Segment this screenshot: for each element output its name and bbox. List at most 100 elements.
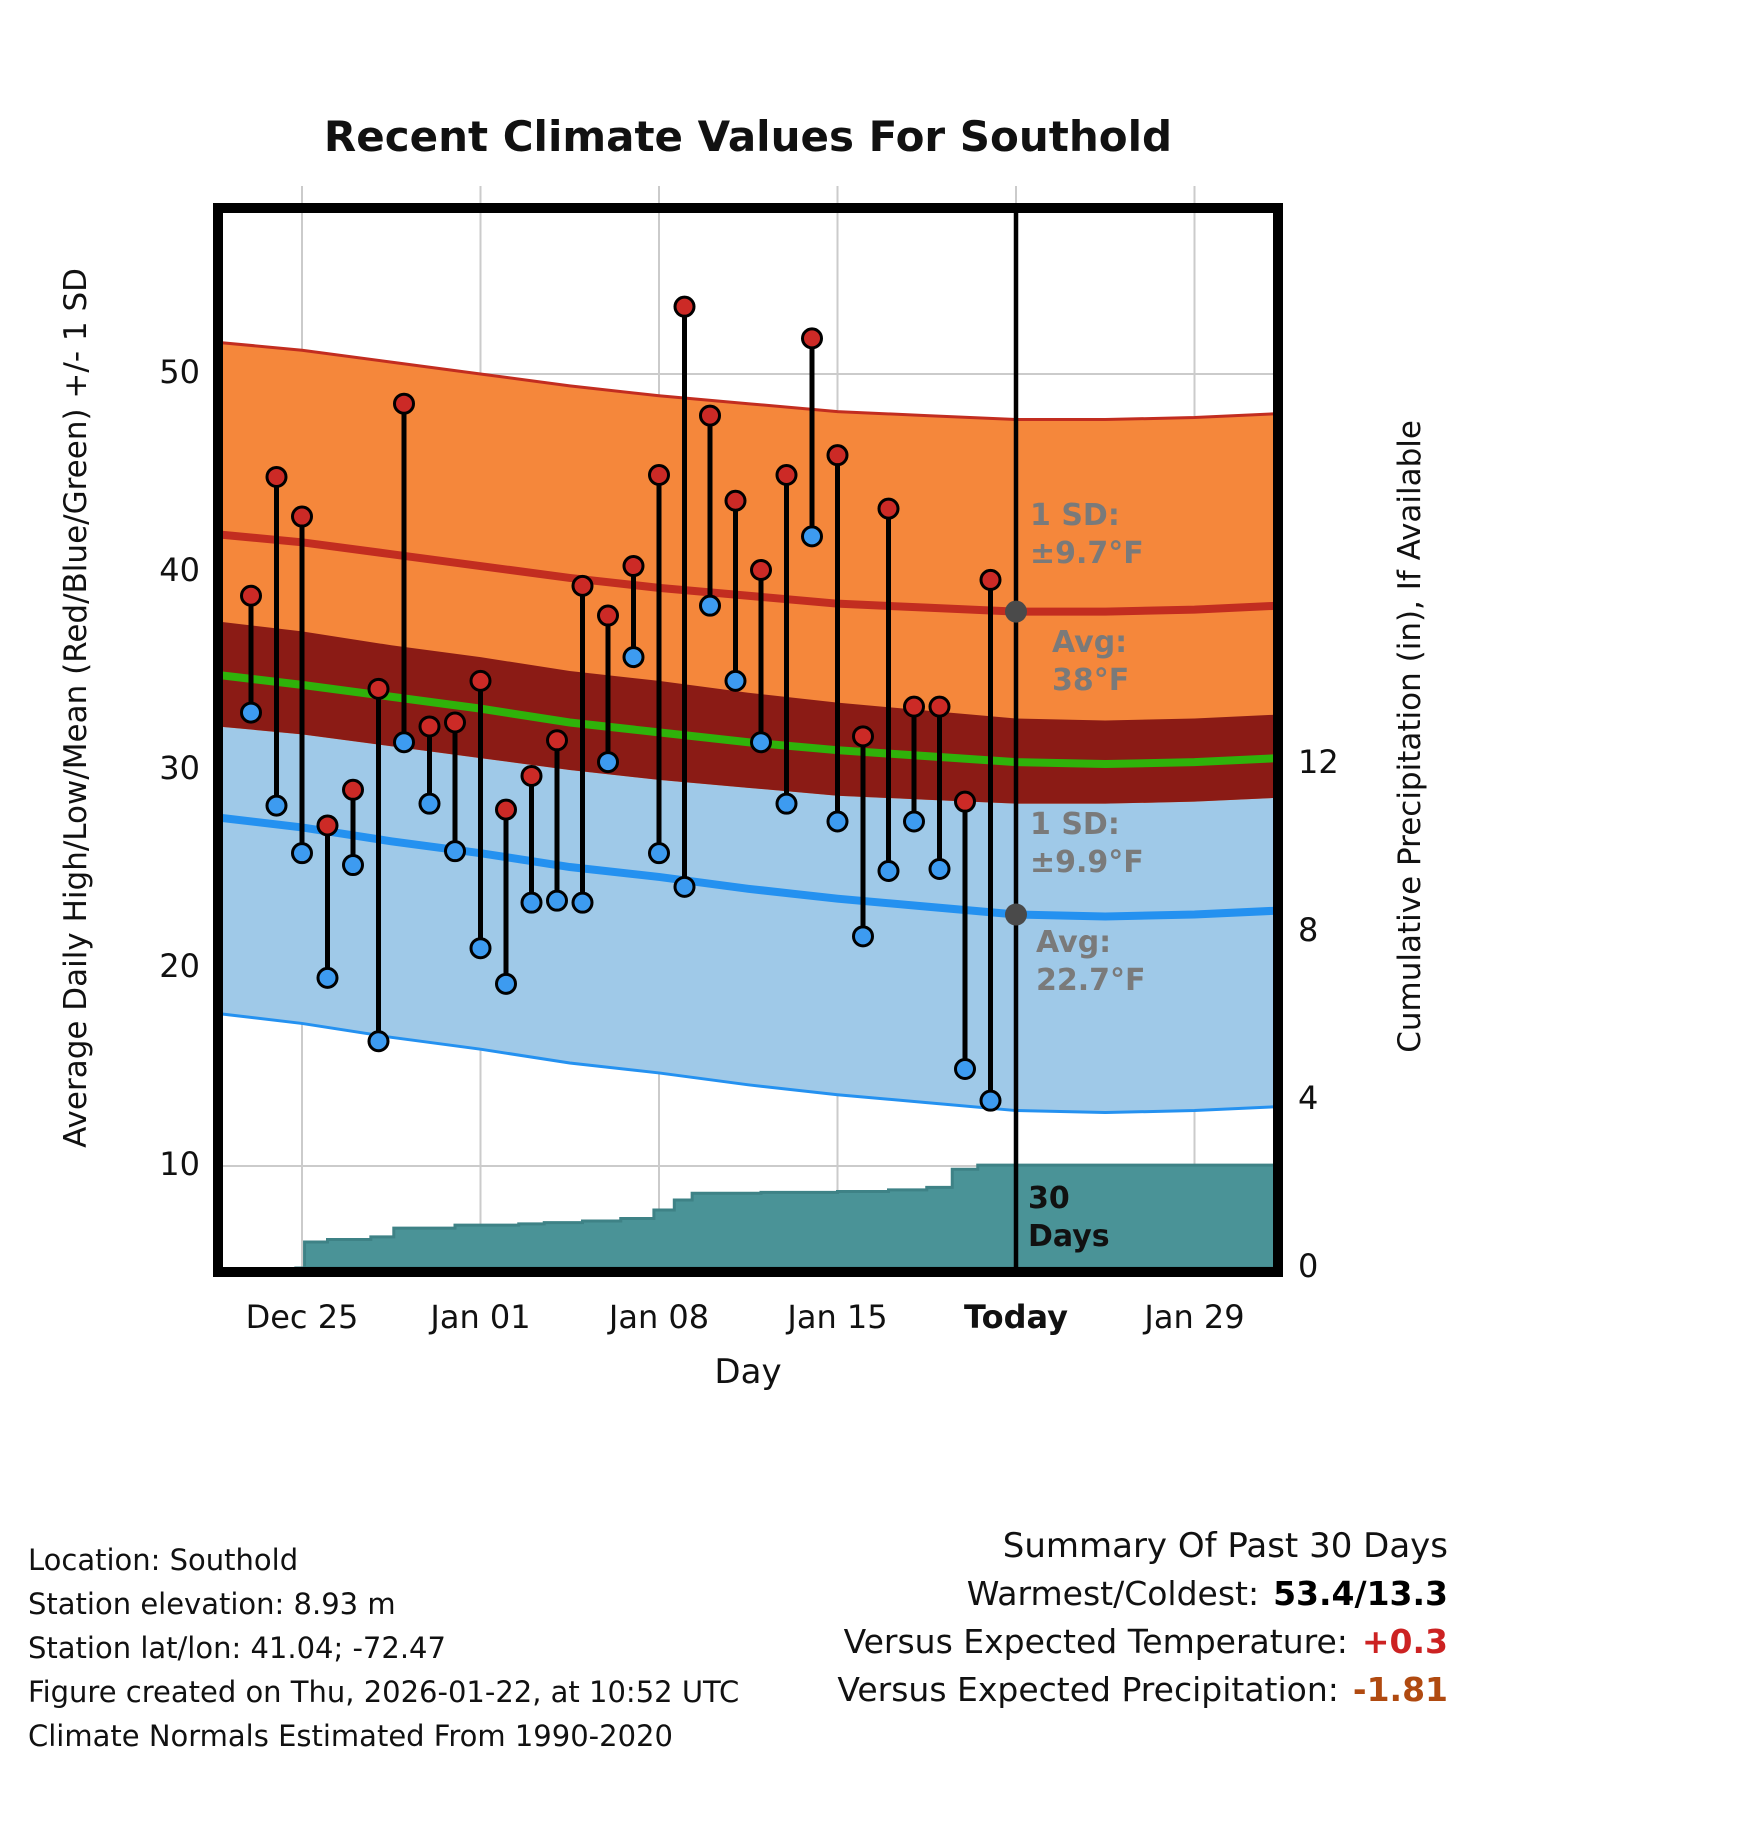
mean-average-line: [217, 670, 1279, 769]
daily-low-dot: [393, 731, 415, 754]
daily-low-dot: [316, 966, 339, 989]
daily-high-dot: [520, 764, 543, 787]
metadata-elevation: Station elevation: 8.93 m: [28, 1587, 396, 1621]
daily-high-dot: [444, 711, 466, 734]
daily-high-dot: [546, 729, 568, 752]
daily-low-dot: [597, 751, 619, 774]
x-tick-label: Jan 15: [787, 1298, 888, 1336]
daily-high-dot: [928, 695, 951, 718]
precipitation-tick-label: 4: [1298, 1079, 1319, 1117]
cumulative-precip-area: [294, 1163, 1280, 1270]
low-band-bottom-edge: [217, 1012, 1279, 1115]
summary-row: Versus Expected Temperature: +0.3: [837, 1618, 1448, 1666]
daily-high-dot: [699, 404, 721, 427]
metadata-created: Figure created on Thu, 2026-01-22, at 10…: [28, 1675, 740, 1709]
daily-low-dot: [469, 937, 492, 960]
summary-title: Summary Of Past 30 Days: [1002, 1526, 1448, 1566]
daily-low-dot: [367, 1030, 390, 1053]
low-sd-annotation: 1 SD: ±9.9°F: [1030, 807, 1144, 880]
temperature-tick-label: 10: [159, 1145, 200, 1183]
low-average-line: [217, 813, 1279, 921]
summary-label: Versus Expected Temperature:: [843, 1622, 1348, 1661]
temperature-tick-label: 50: [159, 353, 200, 391]
daily-high-dot: [954, 790, 976, 813]
daily-low-dot: [928, 858, 951, 880]
window-annotation: 30 Days: [1028, 1181, 1110, 1254]
daily-low-dot: [546, 889, 568, 912]
daily-low-dot: [240, 701, 262, 724]
daily-high-dot: [648, 463, 670, 486]
daily-low-dot: [750, 731, 772, 754]
daily-low-dot: [418, 792, 441, 815]
daily-high-dot: [393, 392, 415, 415]
x-tick-label: Today: [964, 1298, 1068, 1336]
x-tick-label: Jan 29: [1144, 1298, 1245, 1336]
daily-low-dot: [826, 810, 849, 833]
daily-low-dot: [877, 859, 900, 882]
daily-low-dot: [265, 794, 288, 817]
today-low-avg-marker: [1005, 903, 1027, 926]
summary-label: Warmest/Coldest:: [966, 1574, 1260, 1613]
daily-low-dot: [775, 792, 798, 815]
daily-high-dot: [418, 715, 441, 738]
daily-low-dot: [673, 875, 696, 898]
daily-low-dot: [648, 842, 670, 865]
low-avg-annotation: Avg: 22.7°F: [1036, 925, 1146, 998]
daily-low-dot: [699, 594, 721, 617]
summary-block: Summary Of Past 30 Days Warmest/Coldest:…: [837, 1522, 1448, 1714]
metadata-latlon: Station lat/lon: 41.04; -72.47: [28, 1631, 446, 1665]
daily-high-dot: [826, 444, 849, 467]
daily-low-dot: [520, 891, 543, 914]
x-tick-label: Jan 08: [608, 1298, 710, 1336]
high-band-top-edge: [217, 340, 1279, 422]
summary-value: +0.3: [1361, 1622, 1448, 1661]
daily-high-dot: [750, 559, 772, 582]
daily-high-dot: [597, 604, 619, 627]
daily-low-dot: [852, 925, 874, 948]
daily-low-dot: [291, 842, 313, 865]
daily-high-dot: [622, 555, 645, 578]
figure-metadata: Location: Southold Station elevation: 8.…: [28, 1538, 739, 1758]
daily-high-dot: [903, 695, 925, 718]
daily-high-dot: [495, 798, 517, 821]
daily-low-dot: [724, 669, 747, 692]
daily-high-dot: [469, 669, 492, 692]
x-tick-label: Dec 25: [245, 1298, 359, 1336]
metadata-location: Location: Southold: [28, 1543, 299, 1577]
x-tick-label: Jan 01: [430, 1298, 531, 1336]
high-sd-annotation: 1 SD: ±9.7°F: [1030, 498, 1144, 571]
daily-high-dot: [571, 574, 594, 597]
daily-high-dot: [265, 465, 288, 488]
daily-high-dot: [342, 778, 364, 801]
temperature-tick-label: 20: [159, 947, 200, 985]
daily-low-dot: [444, 840, 466, 863]
daily-high-dot: [724, 489, 747, 512]
daily-high-dot: [775, 463, 798, 486]
daily-low-dot: [342, 854, 364, 877]
daily-high-dot: [367, 677, 390, 700]
metadata-normals: Climate Normals Estimated From 1990-2020: [28, 1719, 673, 1753]
daily-low-dot: [495, 972, 517, 995]
precipitation-tick-label: 12: [1298, 743, 1339, 781]
plot-frame: [213, 203, 1283, 1277]
daily-high-dot: [240, 584, 262, 607]
summary-value: 53.4/13.3: [1273, 1574, 1448, 1613]
precipitation-tick-label: 0: [1298, 1247, 1319, 1285]
high-avg-annotation: Avg: 38°F: [1052, 625, 1130, 698]
daily-low-dot: [801, 525, 823, 548]
summary-row: Versus Expected Precipitation: -1.81: [837, 1666, 1448, 1714]
daily-low-dot: [622, 646, 645, 669]
x-axis-label: Day: [714, 1352, 782, 1392]
chart-title: Recent Climate Values For Southold: [323, 112, 1173, 161]
daily-high-dot: [979, 568, 1002, 591]
daily-high-dot: [291, 505, 313, 528]
daily-low-dot: [979, 1089, 1002, 1112]
summary-row: Warmest/Coldest: 53.4/13.3: [837, 1570, 1448, 1618]
daily-low-dot: [571, 891, 594, 914]
daily-low-dot: [954, 1057, 976, 1080]
precipitation-tick-label: 8: [1298, 911, 1319, 949]
summary-label: Versus Expected Precipitation:: [837, 1670, 1339, 1709]
daily-high-dot: [852, 725, 874, 748]
